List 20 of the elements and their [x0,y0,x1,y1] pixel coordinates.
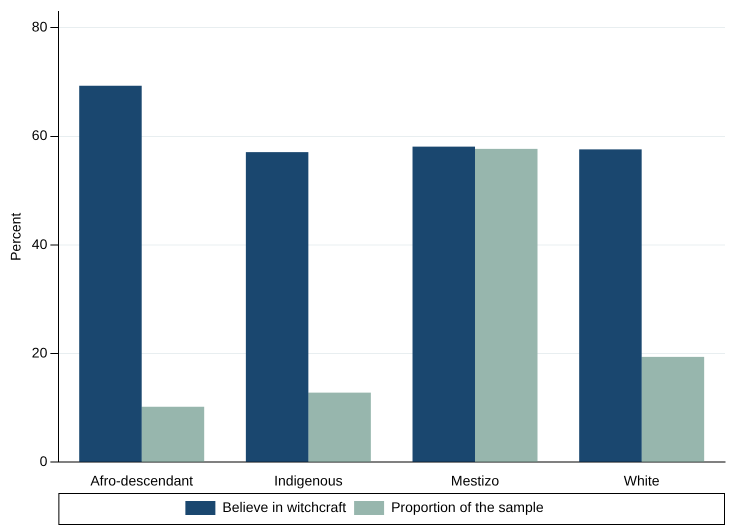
x-tick-label: Afro-descendant [90,472,194,488]
bar [412,146,476,462]
bar [642,356,704,462]
bar [308,392,371,462]
y-tick-label: 40 [32,236,48,252]
bar [246,152,308,462]
y-tick-label: 60 [32,127,48,144]
y-tick-label: 80 [32,18,48,35]
x-tick-label: White [624,472,660,488]
legend-label: Believe in witchcraft [222,498,346,515]
bar [79,86,142,462]
y-tick-label: 0 [40,453,48,470]
bar [142,406,204,462]
y-tick-label: 20 [32,344,48,360]
y-axis-title: Percent [7,212,24,261]
bar [475,148,538,462]
legend-label: Proportion of the sample [391,498,544,515]
x-tick-label: Indigenous [274,472,343,488]
x-tick-label: Mestizo [450,472,500,488]
bar [579,149,642,462]
